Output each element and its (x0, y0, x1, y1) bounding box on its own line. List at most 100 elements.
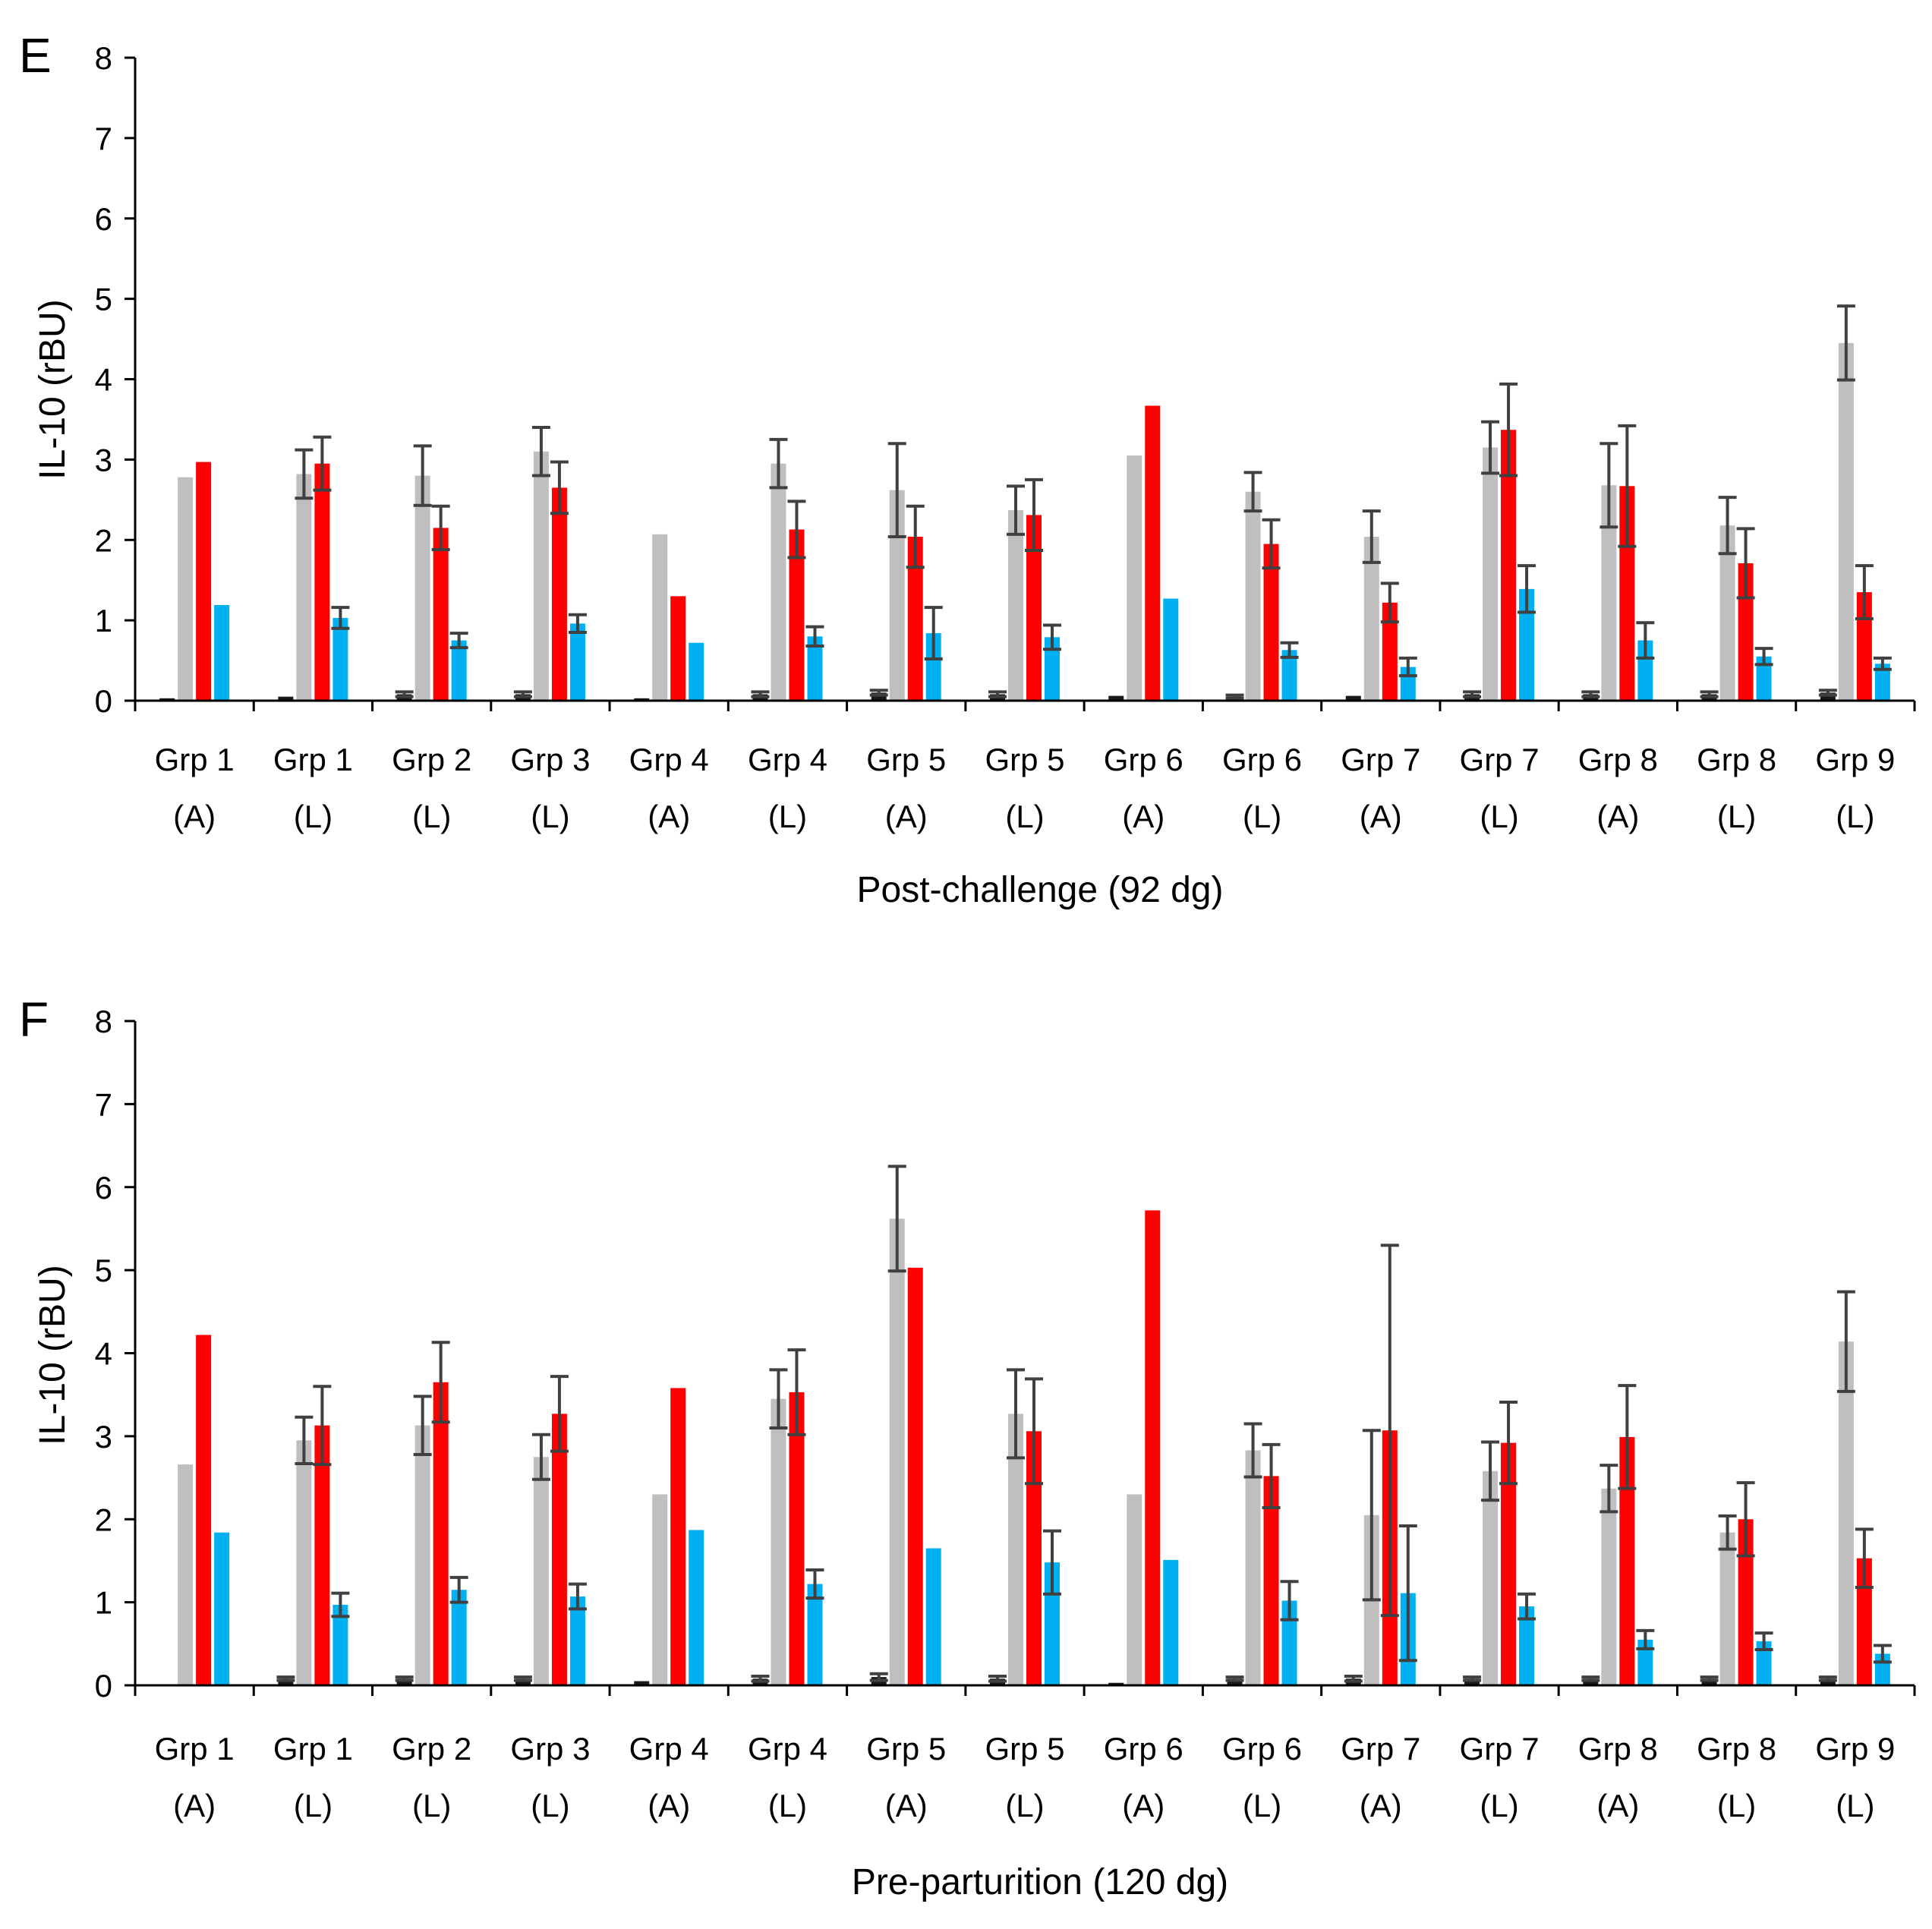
bar-blue-f (1637, 1639, 1653, 1685)
x-category-label-f: Grp 7 (1460, 1731, 1540, 1767)
bar-gray-f (414, 1425, 430, 1685)
x-category-label-f: Grp 7 (1341, 1731, 1420, 1767)
bar-red-e (1619, 486, 1635, 701)
bar-gray-e (1483, 447, 1499, 701)
bar-red-f (1619, 1436, 1635, 1685)
x-category-sublabel-f: (A) (173, 1788, 216, 1823)
bars-e (159, 342, 1890, 701)
bar-blue-f (1163, 1559, 1179, 1685)
bar-gray-e (652, 534, 668, 701)
x-category-sublabel-e: (L) (531, 799, 569, 834)
x-category-sublabel-f: (A) (648, 1788, 690, 1823)
bar-blue-e (1756, 656, 1772, 701)
bar-red-e (314, 463, 330, 701)
y-tick-label-e: 6 (95, 201, 112, 237)
bar-gray-e (296, 474, 312, 701)
bar-gray-e (1838, 342, 1854, 701)
y-tick-labels-e: 0 1 2 3 4 5 6 7 8 (95, 40, 135, 719)
bar-gray-f (1719, 1532, 1735, 1685)
x-category-label-f: Grp 1 (155, 1731, 235, 1767)
bar-red-e (1382, 602, 1398, 701)
x-category-sublabel-e: (L) (412, 799, 451, 834)
bar-gray-f (1601, 1488, 1617, 1685)
x-category-sublabel-f: (A) (1596, 1788, 1639, 1823)
category-labels-e: Grp 1 (A) Grp 1 (L) Grp 2 (L) Grp 3 (L) Grp 4 (A)… (134, 701, 1916, 834)
bar-blue-e (1045, 637, 1060, 701)
x-category-sublabel-f: (L) (531, 1788, 569, 1823)
bar-gray-e (771, 463, 786, 701)
bar-blue-e (1281, 650, 1297, 701)
x-category-label-f: Grp 6 (1222, 1731, 1302, 1767)
y-tick-label-f: 7 (95, 1086, 112, 1122)
x-category-label-f: Grp 2 (392, 1731, 471, 1767)
x-category-label-e: Grp 7 (1460, 742, 1540, 777)
bar-gray-f (889, 1218, 905, 1685)
bar-dark-e (1108, 695, 1124, 701)
bar-blue-e (1874, 663, 1890, 701)
x-category-label-e: Grp 7 (1341, 742, 1420, 777)
y-tick-label-f: 4 (95, 1336, 112, 1372)
bar-gray-e (889, 490, 905, 701)
bar-dark-e (634, 698, 650, 701)
bar-red-e (1501, 430, 1517, 701)
bar-dark-f (1701, 1678, 1717, 1685)
y-tick-label-e: 1 (95, 603, 112, 638)
bar-gray-e (1601, 485, 1617, 701)
panel-letter-e: E (19, 28, 52, 83)
bar-blue-f (569, 1596, 585, 1685)
bar-red-e (789, 529, 805, 701)
y-axis-title-e: IL-10 (rBU) (33, 299, 73, 479)
x-category-sublabel-e: (L) (1836, 799, 1874, 834)
bar-red-f (1263, 1476, 1279, 1685)
bar-red-e (1263, 544, 1279, 701)
bar-blue-f (1756, 1641, 1772, 1685)
x-category-sublabel-e: (L) (1717, 799, 1756, 834)
x-category-label-e: Grp 4 (629, 742, 709, 777)
x-category-label-e: Grp 8 (1697, 742, 1776, 777)
bar-gray-e (1245, 491, 1261, 701)
bar-red-f (196, 1335, 212, 1685)
bar-blue-f (1519, 1606, 1535, 1685)
bar-red-e (196, 462, 212, 701)
bar-dark-f (515, 1678, 531, 1685)
x-category-sublabel-e: (L) (768, 799, 807, 834)
bar-dark-e (278, 696, 294, 701)
bar-gray-e (1127, 455, 1142, 701)
bar-blue-f (689, 1530, 704, 1685)
bar-red-e (670, 596, 686, 701)
bar-dark-f (1108, 1682, 1124, 1685)
bar-red-e (1145, 405, 1161, 701)
x-category-sublabel-f: (L) (294, 1788, 333, 1823)
x-category-label-f: Grp 4 (629, 1731, 709, 1767)
x-category-label-e: Grp 8 (1578, 742, 1658, 777)
bar-blue-f (451, 1590, 467, 1685)
y-tick-label-f: 5 (95, 1253, 112, 1288)
x-category-label-f: Grp 8 (1578, 1731, 1658, 1767)
bar-blue-e (1519, 588, 1535, 701)
y-tick-label-e: 0 (95, 683, 112, 719)
x-category-sublabel-e: (A) (885, 799, 928, 834)
x-category-label-f: Grp 9 (1815, 1731, 1895, 1767)
x-category-label-e: Grp 1 (155, 742, 235, 777)
bar-red-f (1145, 1210, 1161, 1685)
y-tick-label-f: 0 (95, 1668, 112, 1704)
bar-red-f (1501, 1442, 1517, 1685)
x-category-sublabel-e: (A) (1596, 799, 1639, 834)
bar-gray-e (178, 477, 194, 701)
y-tick-label-e: 5 (95, 282, 112, 317)
y-tick-label-f: 3 (95, 1419, 112, 1455)
bar-gray-f (1245, 1450, 1261, 1685)
x-category-sublabel-f: (L) (1005, 1788, 1044, 1823)
bar-gray-f (1838, 1341, 1854, 1685)
bar-red-f (433, 1382, 449, 1685)
bar-blue-e (333, 617, 348, 701)
x-category-sublabel-e: (A) (173, 799, 216, 834)
y-tick-label-e: 4 (95, 362, 112, 398)
x-category-sublabel-e: (L) (294, 799, 333, 834)
y-axis-title-f: IL-10 (rBU) (33, 1265, 73, 1445)
bar-blue-e (807, 636, 823, 701)
bar-gray-f (1483, 1470, 1499, 1685)
x-category-label-f: Grp 6 (1104, 1731, 1183, 1767)
x-category-label-e: Grp 3 (510, 742, 590, 777)
bar-gray-e (1363, 537, 1379, 701)
